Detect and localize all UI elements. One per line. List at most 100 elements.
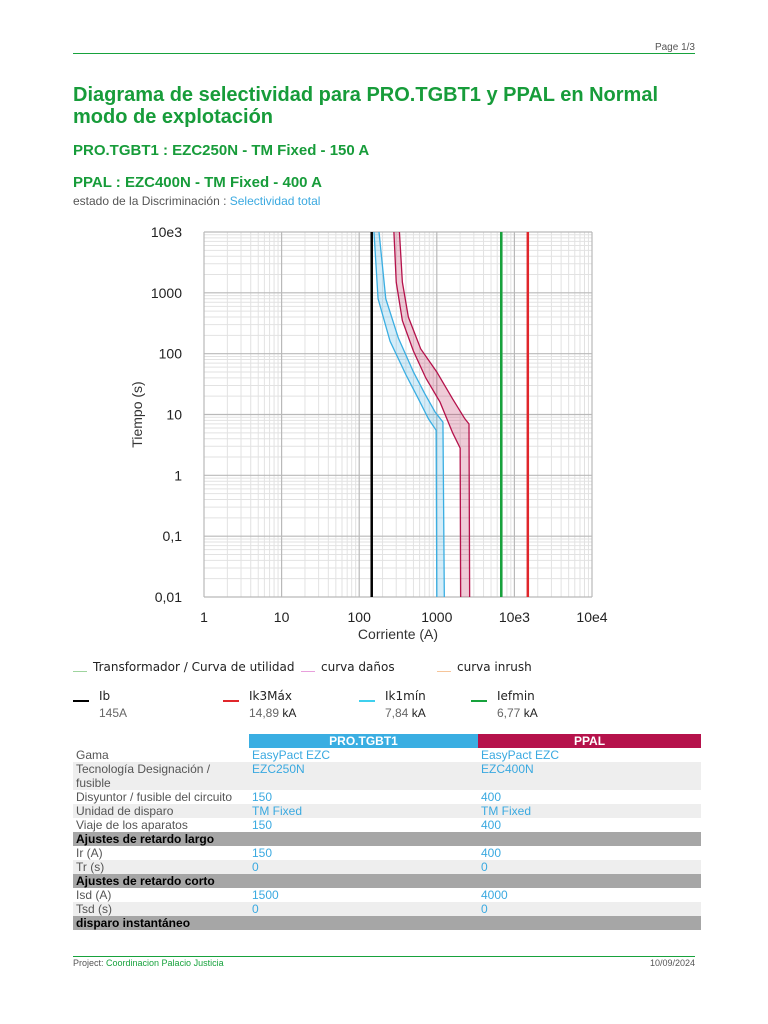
chart-vertical-lines	[370, 232, 530, 597]
table-row: Tecnología Designación / fusible EZC250N E…	[73, 762, 701, 790]
table-section-row: disparo instantáneo	[73, 916, 701, 930]
value-ppal: TM Fixed	[478, 804, 701, 818]
band-upper-ppal	[398, 231, 471, 598]
row-label: Isd (A)	[76, 888, 112, 902]
value-protgbt1: 1500	[252, 888, 279, 902]
device-2-subtitle: PPAL : EZC400N - TM Fixed - 400 A	[73, 174, 322, 191]
x-tick-label: 10e3	[499, 609, 530, 625]
row-label: Unidad de disparo	[73, 804, 249, 818]
settings-table: PRO.TGBT1 PPAL Gama EasyPact EZC EasyPact …	[73, 734, 701, 930]
discrimination-label: estado de la Discriminación :	[73, 194, 230, 208]
chart-bands	[373, 231, 471, 598]
device-1-subtitle: PRO.TGBT1 : EZC250N - TM Fixed - 150 A	[73, 142, 370, 159]
row-label: Ir (A)	[76, 846, 103, 860]
y-tick-label: 100	[159, 346, 183, 362]
section-label: Ajustes de retardo corto	[73, 874, 701, 888]
value-ppal: 400	[481, 846, 502, 860]
table-row: Unidad de disparo TM Fixed TM Fixed	[73, 804, 701, 818]
table-header-protgbt1: PRO.TGBT1	[249, 734, 478, 748]
legend-damage-label: curva daños	[321, 660, 395, 674]
current-values-legend: Ib 145A Ik3Máx 14,89 kA Ik1mín 7,84 kA I…	[73, 689, 701, 725]
iefmin-value: 6,77 kA	[497, 706, 538, 720]
table-row: Tr (s) 0 0	[73, 860, 701, 874]
row-label: Gama	[76, 748, 109, 762]
value-ppal: 4000	[481, 888, 508, 902]
y-tick-label: 1000	[151, 285, 182, 301]
table-row: Gama EasyPact EZC EasyPact EZC	[73, 748, 701, 762]
value-ppal: 400	[481, 790, 502, 804]
project-label: Project:	[73, 958, 107, 968]
table-header-blank	[73, 734, 249, 748]
value-ppal: EZC400N	[478, 762, 701, 790]
value-protgbt1: 150	[252, 790, 273, 804]
value-ppal: EasyPact EZC	[481, 748, 560, 762]
y-axis-label: Tiempo (s)	[129, 381, 145, 447]
row-label: Disyuntor / fusible del circuito	[76, 790, 233, 804]
value-protgbt1: 0	[249, 902, 478, 916]
row-label: Tr (s)	[73, 860, 249, 874]
table-header-ppal: PPAL	[478, 734, 701, 748]
ik3max-swatch	[223, 700, 239, 702]
x-tick-label: 1	[200, 609, 208, 625]
section-label: disparo instantáneo	[73, 916, 701, 930]
page-title: Diagrama de selectividad para PRO.TGBT1 …	[73, 84, 659, 128]
table-row: Tsd (s) 0 0	[73, 902, 701, 916]
footer-rule	[73, 956, 695, 957]
table-row: Isd (A) 1500 4000	[73, 888, 701, 902]
project-name: Coordinacion Palacio Justicia	[106, 958, 224, 968]
band-lower-pro-tgbt1	[373, 231, 438, 598]
y-tick-label: 1	[174, 467, 182, 483]
footer-project: Project: Coordinacion Palacio Justicia	[73, 958, 224, 968]
section-label: Ajustes de retardo largo	[73, 832, 701, 846]
legend-inrush-label: curva inrush	[457, 660, 532, 674]
value-protgbt1: EZC250N	[249, 762, 478, 790]
chart-ticks: 110100100010e310e410e510e310001001010,10…	[151, 224, 608, 625]
y-tick-label: 0,01	[155, 589, 182, 605]
table-row: Disyuntor / fusible del circuito 150 400	[73, 790, 701, 804]
legend-transformer-curve: Transformador / Curva de utilidad	[73, 660, 295, 674]
y-tick-label: 10e3	[151, 224, 182, 240]
inrush-curve-swatch	[437, 671, 451, 672]
legend-damage-curve: curva daños	[301, 660, 395, 674]
band-lower-ppal	[393, 231, 462, 598]
table-section-row: Ajustes de retardo largo	[73, 832, 701, 846]
row-label: Tsd (s)	[73, 902, 249, 916]
x-tick-label: 1000	[421, 609, 452, 625]
table-section-row: Ajustes de retardo corto	[73, 874, 701, 888]
row-label: Tecnología Designación / fusible	[73, 762, 249, 790]
x-tick-label: 10	[274, 609, 290, 625]
ik3max-name: Ik3Máx	[249, 689, 292, 703]
legend-transformer-label: Transformador / Curva de utilidad	[93, 660, 295, 674]
value-ppal: 400	[481, 818, 502, 832]
ib-name: Ib	[99, 689, 111, 703]
ib-value: 145A	[99, 706, 128, 720]
value-protgbt1: 150	[252, 846, 273, 860]
value-ppal: 0	[478, 860, 701, 874]
band-fill-pro-tgbt1	[373, 232, 445, 597]
x-tick-label: 10e4	[576, 609, 607, 625]
value-protgbt1: EasyPact EZC	[252, 748, 331, 762]
ib-swatch	[73, 700, 89, 702]
iefmin-name: Iefmin	[497, 689, 535, 703]
ik1min-value: 7,84 kA	[385, 706, 426, 720]
page-number: Page 1/3	[654, 42, 695, 53]
y-tick-label: 0,1	[163, 528, 183, 544]
ik1min-swatch	[359, 700, 375, 702]
value-protgbt1: TM Fixed	[249, 804, 478, 818]
footer-date: 10/09/2024	[649, 958, 695, 968]
band-upper-pro-tgbt1	[378, 231, 445, 598]
y-tick-label: 10	[166, 407, 182, 423]
table-row: Ir (A) 150 400	[73, 846, 701, 860]
selectivity-chart: 110100100010e310e410e510e310001001010,10…	[129, 224, 608, 642]
value-ppal: 0	[478, 902, 701, 916]
legend-inrush-curve: curva inrush	[437, 660, 532, 674]
damage-curve-swatch	[301, 671, 315, 672]
row-label: Viaje de los aparatos	[76, 818, 188, 832]
table-row: Viaje de los aparatos 150 400	[73, 818, 701, 832]
ik1min-name: Ik1mín	[385, 689, 426, 703]
value-protgbt1: 0	[249, 860, 478, 874]
header-rule	[73, 53, 695, 54]
discrimination-status: estado de la Discriminación : Selectivid…	[73, 194, 320, 208]
value-protgbt1: 150	[252, 818, 273, 832]
discrimination-value: Selectividad total	[229, 194, 321, 208]
